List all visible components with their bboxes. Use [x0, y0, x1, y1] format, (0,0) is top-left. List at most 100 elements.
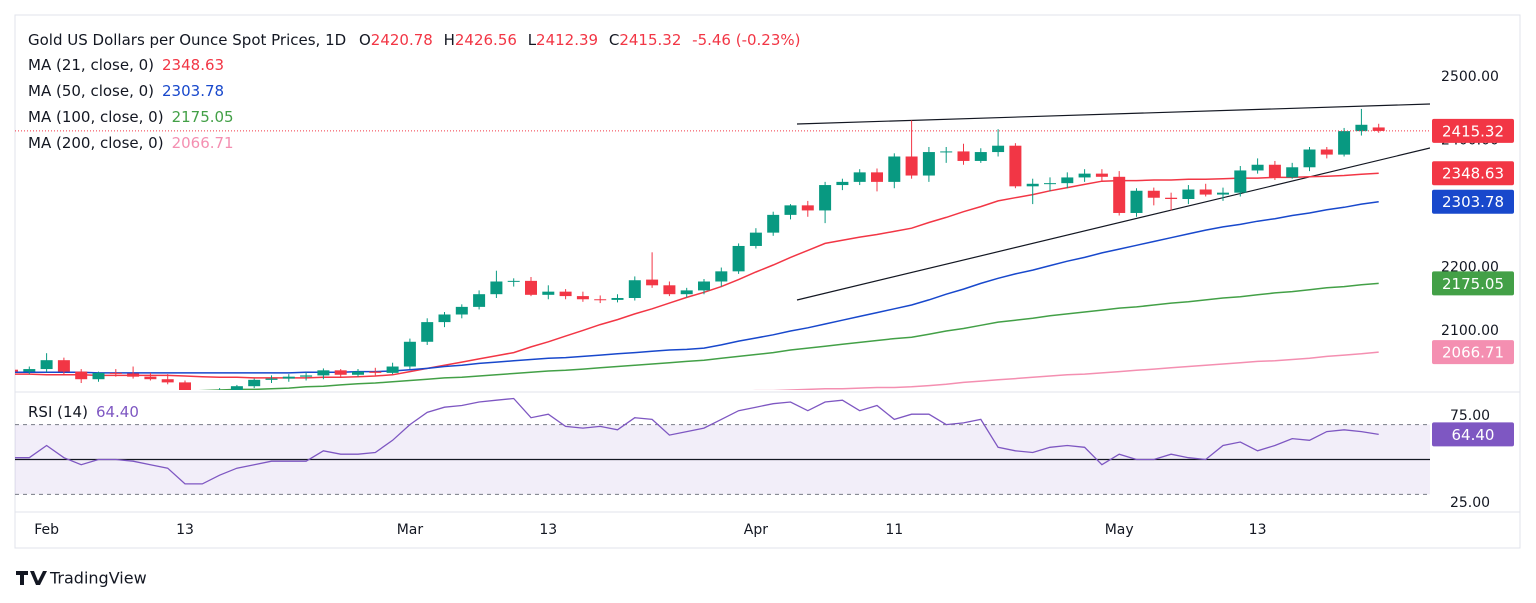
candle-body	[628, 280, 641, 298]
x-tick-label: 13	[176, 522, 194, 538]
candle-body	[248, 379, 261, 387]
legend-value: 64.40	[96, 403, 139, 421]
legend: Gold US Dollars per Ounce Spot Prices, 1…	[28, 31, 801, 421]
x-tick-label: Apr	[744, 522, 768, 538]
candle-body	[352, 371, 364, 375]
legend-name: MA (21, close, 0)	[28, 56, 154, 74]
legend-value: 2175.05	[172, 108, 234, 126]
candle-body	[438, 314, 451, 323]
candle-body	[646, 279, 659, 286]
legend-entry: MA (50, close, 0) 2303.78	[28, 82, 224, 100]
title: Gold US Dollars per Ounce Spot Prices, 1…	[28, 31, 346, 49]
candle-body	[1130, 190, 1143, 213]
header: Gold US Dollars per Ounce Spot Prices, 1…	[28, 31, 801, 49]
candle-body	[161, 379, 174, 383]
candle-body	[801, 205, 814, 211]
legend-name: MA (100, close, 0)	[28, 108, 164, 126]
rsi-legend: RSI (14) 64.40	[28, 403, 139, 421]
candle-body	[749, 232, 762, 246]
ma-line	[15, 200, 1379, 374]
candle-body	[144, 376, 157, 380]
candle-body	[57, 360, 70, 372]
candle-body	[1199, 189, 1212, 195]
candle-body	[594, 299, 607, 301]
candle-body	[767, 214, 780, 233]
rsi-value-label: 64.40	[1452, 426, 1495, 444]
candle-body	[715, 271, 728, 282]
candle-body	[698, 281, 710, 291]
candle-body	[1320, 149, 1333, 155]
ma-value-label-box	[1432, 189, 1514, 214]
candle-body	[179, 382, 191, 390]
candle-body	[92, 372, 105, 380]
ma-value-label: 2303.78	[1442, 193, 1504, 211]
candle-body	[490, 281, 503, 295]
candle-body	[40, 360, 53, 370]
axes: 2100.002200.002400.002500.00Feb13Mar13Ap…	[34, 69, 1514, 538]
rsi-value-label-box	[1432, 422, 1514, 447]
x-tick-label: 11	[885, 522, 903, 538]
last-price-label-box	[1432, 118, 1514, 143]
candle-body	[473, 294, 486, 307]
candle-body	[1338, 131, 1351, 155]
candle-body	[507, 280, 520, 282]
ohlc-value: 2415.32	[619, 31, 681, 49]
trendline-lower	[796, 147, 1430, 301]
candle-body	[1061, 177, 1074, 184]
candle-body	[992, 145, 1005, 153]
candle-body	[1113, 176, 1126, 213]
candle-body	[127, 373, 140, 377]
candle-body	[455, 306, 468, 315]
candle-body	[230, 386, 243, 390]
ohlc-key: L	[528, 31, 537, 49]
legend-entry: MA (21, close, 0) 2348.63	[28, 56, 224, 74]
trendline-upper	[796, 103, 1430, 125]
ohlc-value: 2412.39	[536, 31, 598, 49]
candle-body	[1372, 127, 1385, 131]
brand-logo	[16, 571, 47, 585]
candle-body	[1095, 173, 1108, 177]
ma-line	[752, 351, 1379, 390]
candle-body	[853, 172, 866, 182]
candle-body	[905, 156, 918, 176]
ohlc-value: 2426.56	[455, 31, 517, 49]
candle-body	[576, 296, 589, 300]
candle-body	[1217, 192, 1229, 195]
candle-body	[871, 172, 883, 182]
candle-body	[23, 369, 36, 372]
candle-body	[732, 245, 745, 272]
candle-body	[1268, 164, 1281, 178]
candle-body	[1078, 173, 1091, 178]
ohlc-key: C	[609, 31, 619, 49]
candle-body	[1303, 149, 1316, 168]
x-tick-label: Feb	[34, 522, 59, 538]
candle-body	[75, 371, 88, 380]
brand-name: TradingView	[49, 569, 147, 588]
legend-name: MA (200, close, 0)	[28, 134, 164, 152]
candle-body	[819, 185, 832, 211]
ma-line	[15, 172, 1379, 379]
candle-body	[922, 152, 935, 176]
legend-entry: MA (100, close, 0) 2175.05	[28, 108, 234, 126]
rsi-tick-label: 75.00	[1450, 408, 1490, 424]
ma-value-label-box	[1432, 271, 1514, 296]
candle-body	[1182, 189, 1195, 200]
candle-body	[1044, 183, 1056, 185]
candle-body	[15, 369, 18, 372]
candle-body	[1234, 170, 1247, 193]
candle-body	[334, 370, 347, 375]
ma-value-label-box	[1432, 340, 1514, 365]
legend-name: RSI (14)	[28, 403, 88, 421]
candle-body	[1355, 124, 1368, 132]
candle-body	[836, 181, 849, 186]
ma-value-label: 2066.71	[1442, 344, 1504, 362]
candle-body	[611, 297, 624, 300]
ma-value-label: 2348.63	[1442, 165, 1504, 183]
candle-body	[525, 280, 537, 295]
candle-body	[1026, 183, 1039, 187]
legend-value: 2303.78	[162, 82, 224, 100]
candle-body	[1147, 190, 1160, 198]
x-tick-label: 13	[539, 522, 557, 538]
y-tick-label: 2100.00	[1441, 323, 1499, 339]
